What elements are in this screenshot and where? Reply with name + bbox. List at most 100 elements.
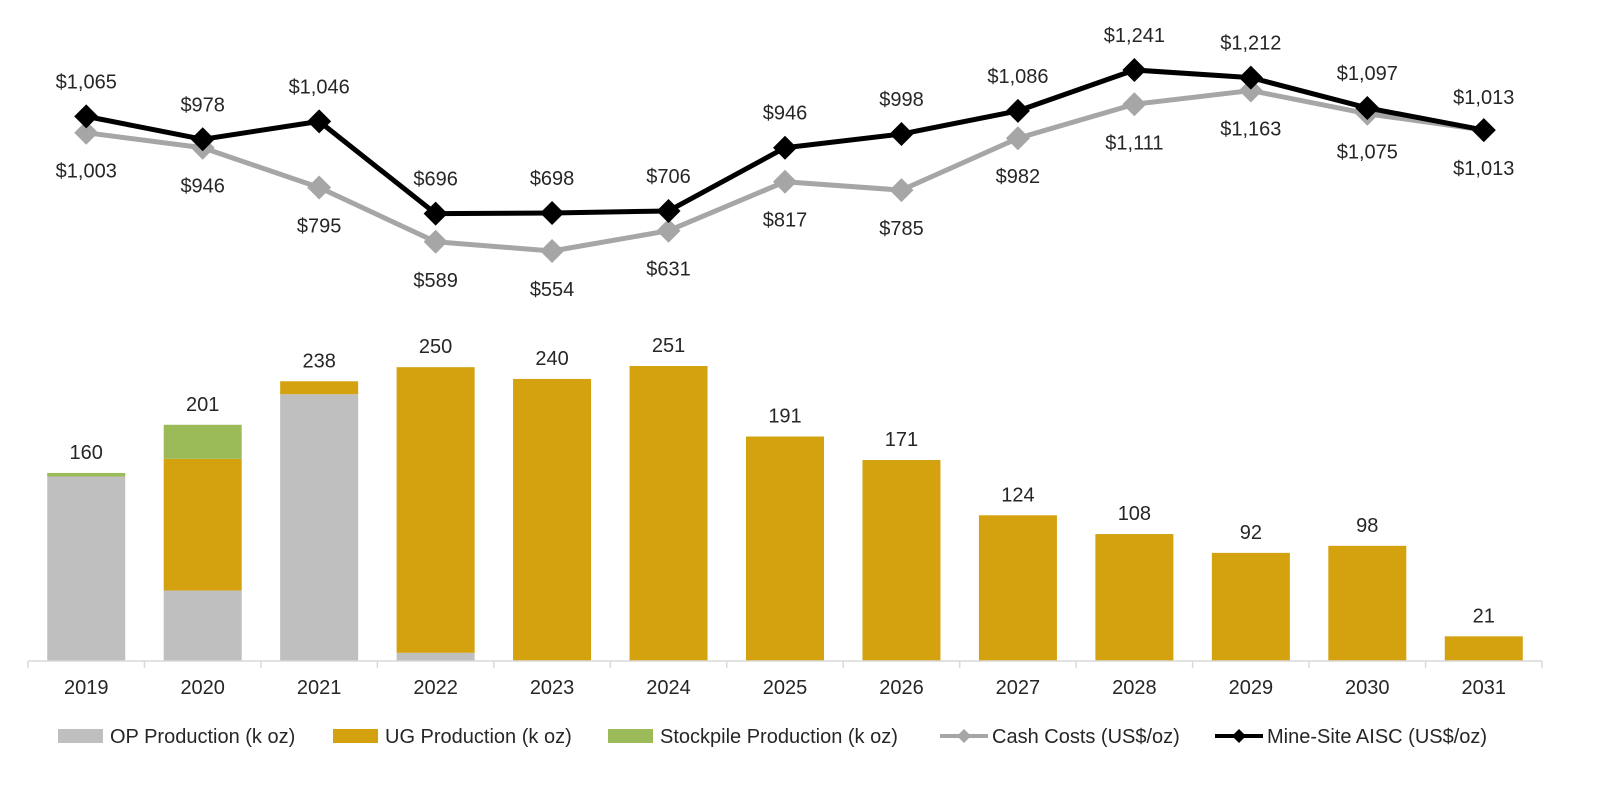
label-cash-costs-2030: $1,075 <box>1337 142 1398 164</box>
label-aisc-2029: $1,212 <box>1220 33 1281 55</box>
x-tick-label-2031: 2031 <box>1462 677 1507 699</box>
bar-ug-production-2022 <box>396 367 475 653</box>
x-tick-label-2026: 2026 <box>879 677 924 699</box>
legend-label-op-production-k-oz: OP Production (k oz) <box>110 726 295 748</box>
point-aisc-2030 <box>1355 95 1380 120</box>
bar-total-label-2019: 160 <box>70 442 103 464</box>
point-aisc-2022 <box>423 201 448 226</box>
bar-ug-production-2030 <box>1328 545 1407 661</box>
label-cash-costs-2027: $982 <box>996 166 1041 188</box>
bar-total-label-2030: 98 <box>1356 515 1378 537</box>
x-tick-label-2024: 2024 <box>646 677 691 699</box>
label-cash-costs-2026: $785 <box>879 218 924 240</box>
bar-op-production-2020 <box>163 590 242 661</box>
bar-ug-production-2031 <box>1444 636 1523 661</box>
label-aisc-2030: $1,097 <box>1337 63 1398 85</box>
point-cash-costs-2028 <box>1122 92 1147 117</box>
point-aisc-2029 <box>1238 65 1263 90</box>
bar-layer: 160 201 238 250 240 251 191 171 124 108 92 98 21 <box>47 335 1523 661</box>
label-aisc-2019: $1,065 <box>56 71 117 93</box>
bar-total-label-2021: 238 <box>302 350 335 372</box>
legend-swatch-ug-production-k-oz <box>333 729 378 743</box>
line-layer: $1,003 $946 $795 $589 $554 $631 $817 $785 $982 $1… <box>56 25 1515 301</box>
x-tick-label-2019: 2019 <box>64 677 109 699</box>
x-tick-label-2022: 2022 <box>413 677 458 699</box>
x-axis: 2019 2020 2021 2022 2023 2024 2025 2026 2027 2028… <box>27 660 1543 699</box>
label-cash-costs-2029: $1,163 <box>1220 119 1281 141</box>
bar-ug-production-2025 <box>746 436 824 661</box>
bar-ug-production-2028 <box>1095 534 1174 661</box>
bar-op-production-2021 <box>280 394 359 661</box>
point-aisc-2020 <box>190 127 215 152</box>
x-tick-label-2023: 2023 <box>530 677 575 699</box>
label-cash-costs-2024: $631 <box>646 259 691 281</box>
legend-label-stockpile-production-k-oz: Stockpile Production (k oz) <box>660 726 898 748</box>
bar-ug-production-2024 <box>629 366 708 661</box>
bar-total-label-2020: 201 <box>186 394 219 416</box>
point-aisc-2023 <box>540 201 565 226</box>
point-cash-costs-2021 <box>307 175 332 200</box>
label-cash-costs-2022: $589 <box>413 270 458 292</box>
legend-swatch-stockpile-production-k-oz <box>608 729 653 743</box>
bar-ug-production-2026 <box>862 460 941 661</box>
bar-op-production-2022 <box>396 652 475 661</box>
label-aisc-2023: $698 <box>530 168 575 190</box>
legend: OP Production (k oz) UG Production (k oz)… <box>58 726 1487 748</box>
point-aisc-2024 <box>656 198 681 223</box>
bar-stockpile-production-2020 <box>163 424 242 459</box>
bar-total-label-2026: 171 <box>885 429 918 451</box>
label-aisc-2027: $1,086 <box>987 66 1048 88</box>
x-tick-label-2025: 2025 <box>763 677 808 699</box>
label-cash-costs-2025: $817 <box>763 210 808 232</box>
x-tick-label-2029: 2029 <box>1229 677 1274 699</box>
point-cash-costs-2029 <box>1238 78 1263 103</box>
bar-total-label-2029: 92 <box>1240 522 1262 544</box>
point-aisc-2028 <box>1122 58 1147 82</box>
label-aisc-2024: $706 <box>646 166 691 188</box>
bar-total-label-2031: 21 <box>1473 605 1495 627</box>
x-tick-label-2027: 2027 <box>996 677 1041 699</box>
label-cash-costs-2023: $554 <box>530 279 575 301</box>
bar-ug-production-2020 <box>163 458 242 591</box>
x-tick-label-2030: 2030 <box>1345 677 1390 699</box>
bar-ug-production-2027 <box>978 515 1057 661</box>
label-aisc-2025: $946 <box>763 103 808 125</box>
legend-marker-cash-costs-us-oz <box>957 729 971 743</box>
label-aisc-2026: $998 <box>879 89 924 111</box>
point-aisc-2019 <box>74 104 99 129</box>
point-aisc-2026 <box>889 122 914 147</box>
point-cash-costs-2025 <box>773 169 797 194</box>
point-cash-costs-2019 <box>74 120 99 145</box>
label-aisc-2028: $1,241 <box>1104 25 1165 47</box>
bar-stockpile-production-2019 <box>47 472 126 477</box>
label-cash-costs-2020: $946 <box>180 176 225 198</box>
legend-label-ug-production-k-oz: UG Production (k oz) <box>385 726 572 748</box>
legend-swatch-op-production-k-oz <box>58 729 103 743</box>
label-cash-costs-2031: $1,013 <box>1453 158 1514 180</box>
label-aisc-2022: $696 <box>413 169 458 191</box>
point-cash-costs-2027 <box>1005 126 1030 151</box>
bar-total-label-2027: 124 <box>1001 484 1034 506</box>
x-tick-label-2021: 2021 <box>297 677 342 699</box>
bar-op-production-2019 <box>47 476 126 661</box>
legend-marker-mine-site-aisc-us-oz <box>1232 729 1246 743</box>
legend-label-cash-costs-us-oz: Cash Costs (US$/oz) <box>992 726 1180 748</box>
label-cash-costs-2021: $795 <box>297 216 342 238</box>
label-aisc-2031: $1,013 <box>1453 87 1514 109</box>
x-tick-label-2020: 2020 <box>180 677 225 699</box>
bar-total-label-2025: 191 <box>768 406 801 428</box>
label-cash-costs-2019: $1,003 <box>56 161 117 183</box>
bar-ug-production-2029 <box>1211 552 1290 661</box>
legend-label-mine-site-aisc-us-oz: Mine-Site AISC (US$/oz) <box>1267 726 1487 748</box>
point-cash-costs-2022 <box>423 229 448 254</box>
point-cash-costs-2026 <box>889 178 914 203</box>
point-aisc-2025 <box>773 135 797 160</box>
bar-ug-production-2023 <box>513 378 592 661</box>
label-aisc-2020: $978 <box>180 94 225 116</box>
bar-total-label-2028: 108 <box>1118 503 1151 525</box>
bar-ug-production-2021 <box>280 381 359 395</box>
label-aisc-2021: $1,046 <box>289 76 350 98</box>
bar-total-label-2022: 250 <box>419 336 452 358</box>
point-aisc-2031 <box>1471 118 1496 143</box>
